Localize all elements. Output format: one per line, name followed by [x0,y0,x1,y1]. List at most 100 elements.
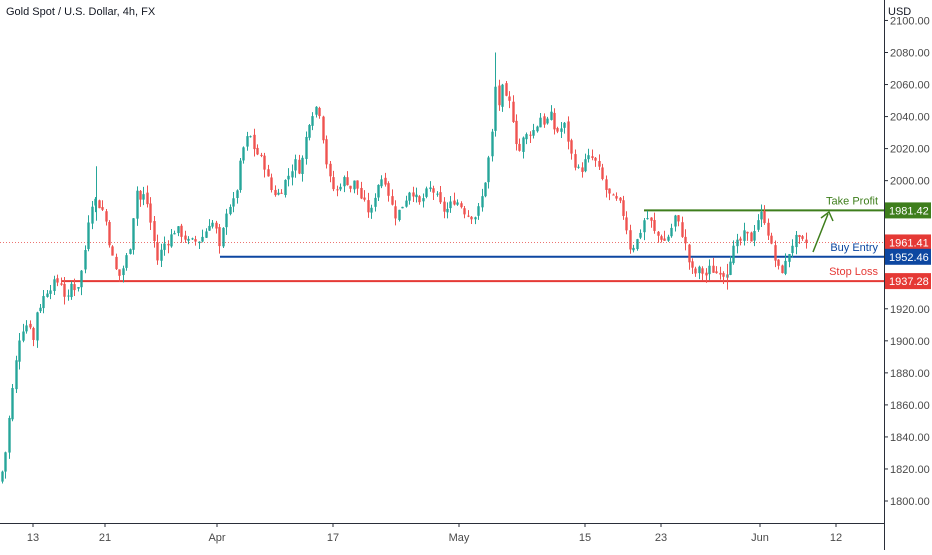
candle-body [84,250,87,270]
candle-body [484,182,487,197]
candle-body [367,200,370,213]
candle-body [518,143,521,151]
candle-body [412,192,415,197]
candle-body [443,201,446,212]
candle-body [663,238,666,241]
candle-body [163,243,166,250]
candle-body [384,177,387,185]
candle-body [208,225,211,231]
price-tick-label: 1900.00 [890,336,930,348]
candle-body [615,196,618,199]
candle-body [463,208,466,215]
buy-entry-tag-label: 1952.46 [889,252,929,264]
candle-body [446,208,449,213]
candle-body [142,194,145,200]
price-tick-label: 2020.00 [890,144,930,156]
candle-body [380,179,383,187]
candle-body [550,111,553,120]
time-tick-label: 13 [27,532,39,544]
candle-body [125,255,128,268]
candle-body [577,166,580,168]
candle-body [501,84,504,107]
candle-body [170,234,173,247]
candle-body [132,218,135,250]
candle-body [432,188,435,193]
price-tick-label: 2080.00 [890,48,930,60]
candle-body [36,312,39,341]
candle-body [315,106,318,115]
candle-body [763,211,766,224]
candle-body [688,244,691,263]
candle-body [712,265,715,273]
candle-body [167,243,170,246]
candle-body [339,186,342,190]
candle-body [415,194,418,198]
candle-body [605,179,608,190]
candle-body [343,177,346,187]
candle-body [529,134,532,136]
candle-body [70,283,73,298]
candle-body [322,116,325,141]
candle-body [515,120,518,145]
candle-body [701,268,704,274]
candle-body [249,136,252,138]
candle-body [456,202,459,205]
candle-body [229,206,232,215]
candle-body [267,169,270,177]
candle-body [232,198,235,207]
candle-body [80,270,83,288]
time-tick-label: 21 [99,532,111,544]
candle-body [94,198,97,206]
candle-body [101,207,104,210]
candle-body [467,215,470,217]
candle-body [353,180,356,190]
candle-body [277,192,280,195]
candle-body [677,215,680,222]
candle-body [98,200,101,209]
buy-entry-tag [885,248,931,265]
candle-body [91,206,94,224]
candle-body [581,167,584,172]
take-profit-tag-label: 1981.42 [889,205,929,217]
candle-body [625,217,628,231]
candle-body [598,160,601,167]
candle-body [667,236,670,241]
candle-body [374,197,377,207]
candle-body [470,216,473,220]
candle-body [532,130,535,136]
candle-body [105,211,108,222]
candle-body [632,247,635,251]
candle-body [49,290,52,294]
symbol-title: Gold Spot / U.S. Dollar, 4h, FX [6,6,156,18]
candle-body [653,220,656,231]
price-tick-label: 2100.00 [890,15,930,27]
price-tick-label: 1860.00 [890,400,930,412]
price-tick-label: 1920.00 [890,304,930,316]
candle-body [25,325,28,332]
candle-body [77,287,80,289]
candle-body [370,207,373,213]
candle-body [536,126,539,132]
candle-body [263,155,266,170]
candle-body [160,249,163,261]
take-profit-tag [885,202,931,219]
candle-body [522,137,525,152]
candle-body [429,187,432,190]
candle-body [387,183,390,196]
candle-body [1,471,4,482]
candle-body [111,246,114,256]
candle-body [4,452,7,472]
candle-body [481,196,484,208]
candle-body [418,196,421,203]
candle-body [280,192,283,194]
candle-body [801,236,804,239]
candle-body [587,155,590,160]
candle-body [491,131,494,157]
candle-body [136,190,139,219]
candle-body [543,116,546,125]
candle-body [29,323,32,328]
candle-body [629,230,632,250]
candle-body [218,227,221,247]
